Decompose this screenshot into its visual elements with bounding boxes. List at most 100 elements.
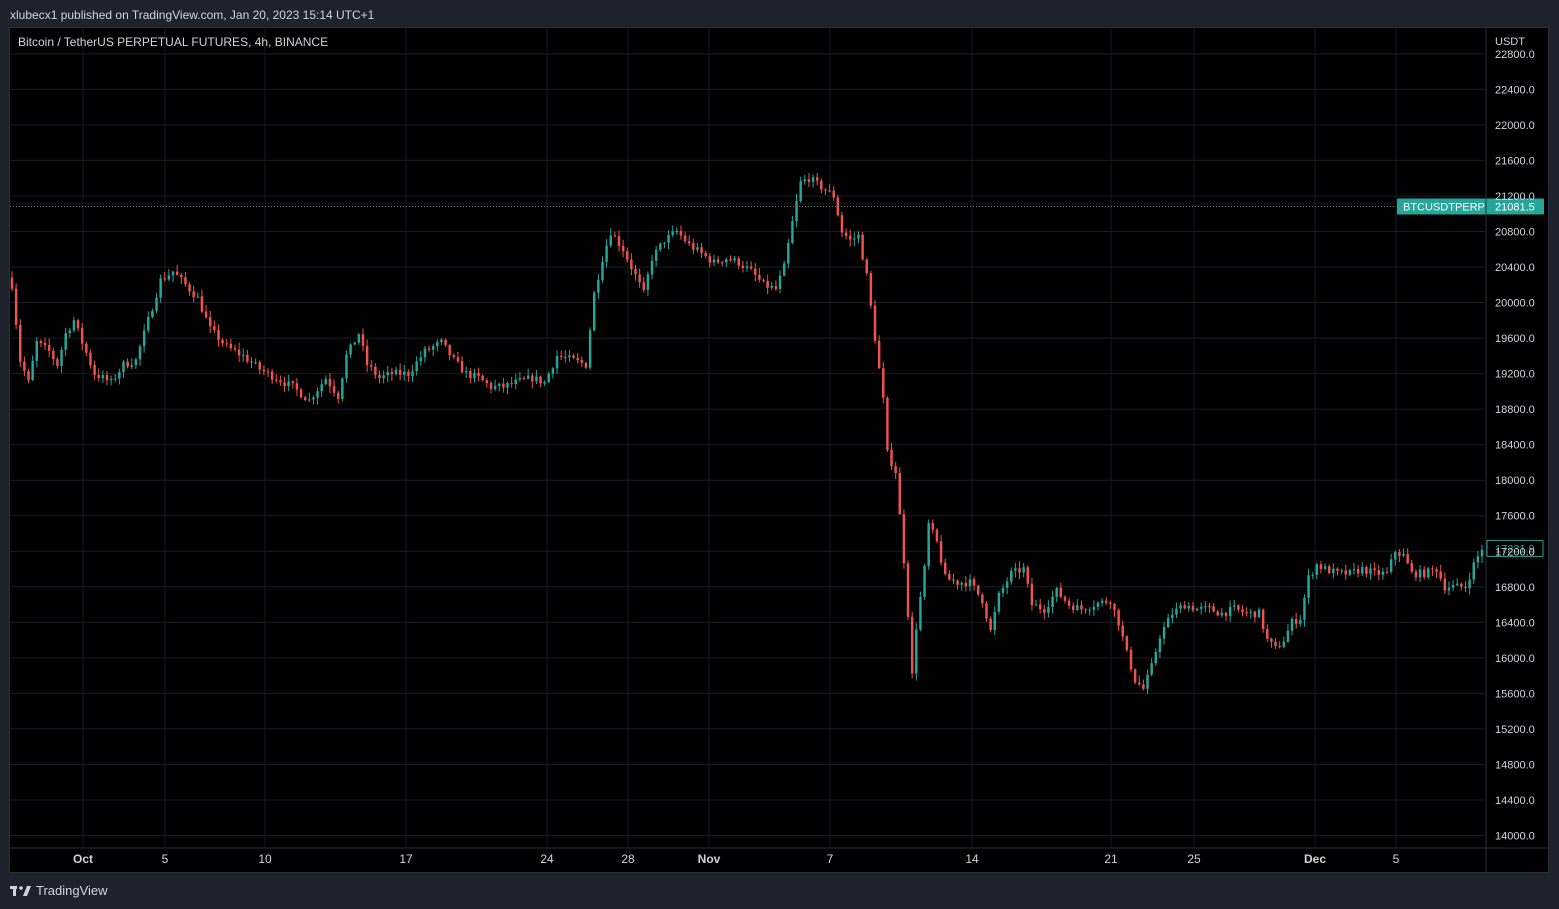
candle-body	[489, 383, 493, 389]
candle-body	[23, 361, 26, 372]
tradingview-brand[interactable]: TradingView	[10, 883, 108, 898]
candle-body	[436, 342, 439, 347]
x-tick-label: Oct	[73, 852, 93, 866]
candle-body	[498, 383, 501, 386]
candle-body	[419, 357, 423, 362]
candle-body	[423, 348, 427, 358]
candle-body	[733, 258, 736, 261]
candle-body	[737, 258, 740, 266]
candle-body	[1220, 612, 1224, 616]
candle-body	[646, 274, 650, 290]
candle-body	[564, 356, 567, 358]
time-axis[interactable]: Oct 5 10 17 24 28 Nov 7 14 21 25 Dec 5	[10, 847, 1548, 866]
candle-body	[217, 330, 220, 341]
candle-body	[807, 179, 811, 183]
candle-body	[609, 235, 612, 246]
candle-body	[204, 311, 208, 318]
last-price-tag[interactable]	[1486, 539, 1544, 557]
candle-body	[473, 372, 476, 379]
price-axis[interactable]: 22800.0 22400.0 22000.0 21600.0 21200.0 20800…	[1485, 28, 1547, 872]
candle-body	[1381, 571, 1385, 575]
candle-body	[745, 266, 749, 268]
candle-body	[1336, 568, 1339, 571]
candle-body	[1278, 646, 1281, 648]
candle-body	[824, 189, 827, 191]
candle-body	[1447, 587, 1451, 591]
x-tick-label: 5	[162, 852, 169, 866]
candle-body	[1055, 587, 1058, 597]
candle-body	[696, 247, 699, 250]
candle-body	[1109, 602, 1112, 605]
candle-body	[634, 268, 637, 275]
candle-body	[208, 317, 212, 327]
candle-body	[725, 259, 728, 263]
x-tick-label: 10	[258, 852, 272, 866]
candle-body	[956, 580, 959, 585]
overlays: BTCUSDTPERP 21081.5 17231.9	[10, 198, 1544, 557]
candle-body	[782, 263, 786, 276]
candle-body	[898, 473, 902, 515]
candle-body	[799, 181, 802, 201]
candle-body	[869, 273, 873, 306]
candle-body	[568, 355, 571, 358]
grid-lines	[10, 28, 1485, 848]
candle-body	[1418, 569, 1422, 578]
candle-body	[952, 579, 955, 581]
candle-body	[1315, 564, 1319, 575]
candle-body	[19, 324, 22, 362]
candle-body	[295, 383, 299, 390]
candle-body	[762, 279, 765, 281]
candle-body	[47, 345, 51, 351]
candle-body	[518, 378, 522, 380]
y-tick-label: 17600.0	[1495, 511, 1535, 523]
candle-body	[906, 563, 910, 617]
y-tick-label: 20000.0	[1495, 298, 1535, 310]
candle-body	[977, 585, 980, 595]
candle-body	[1270, 638, 1273, 642]
candle-body	[1175, 608, 1178, 615]
brand-name: TradingView	[36, 883, 108, 898]
candle-body	[1385, 571, 1389, 573]
candle-body	[613, 235, 617, 237]
candle-body	[1154, 652, 1158, 664]
y-tick-label: 16000.0	[1495, 653, 1535, 665]
candle-body	[927, 523, 930, 566]
candle-body	[361, 334, 365, 346]
x-tick-label: 24	[540, 852, 554, 866]
candle-body	[35, 341, 39, 361]
candle-body	[221, 340, 224, 344]
candle-body	[902, 514, 906, 564]
candle-body	[774, 285, 778, 289]
candle-body	[1071, 605, 1075, 610]
candle-body	[477, 372, 480, 376]
candle-body	[1344, 570, 1347, 575]
candle-body	[1435, 569, 1438, 572]
candle-body	[1233, 605, 1236, 607]
candle-body	[336, 392, 340, 399]
candle-body	[1204, 606, 1207, 608]
candle-body	[700, 247, 703, 253]
candle-body	[882, 368, 885, 398]
candle-body	[155, 297, 158, 311]
candle-body	[101, 375, 105, 378]
candle-body	[791, 221, 794, 243]
candle-body	[935, 529, 939, 542]
symbol-price-tag[interactable]	[1397, 198, 1544, 215]
candle-body	[287, 381, 290, 386]
candle-body	[547, 373, 551, 383]
candle-body	[675, 230, 679, 232]
candle-body	[341, 378, 344, 399]
candle-body	[303, 397, 307, 401]
x-tick-label: 17	[399, 852, 413, 866]
candle-body	[626, 251, 629, 260]
candle-body	[386, 372, 389, 376]
candle-body	[1191, 605, 1195, 611]
candle-body	[72, 320, 76, 331]
candle-body	[551, 368, 555, 374]
candle-body	[1443, 578, 1447, 591]
candle-body	[1460, 583, 1463, 587]
candle-body	[312, 397, 315, 400]
candle-body	[877, 340, 881, 369]
candle-body	[138, 346, 142, 360]
